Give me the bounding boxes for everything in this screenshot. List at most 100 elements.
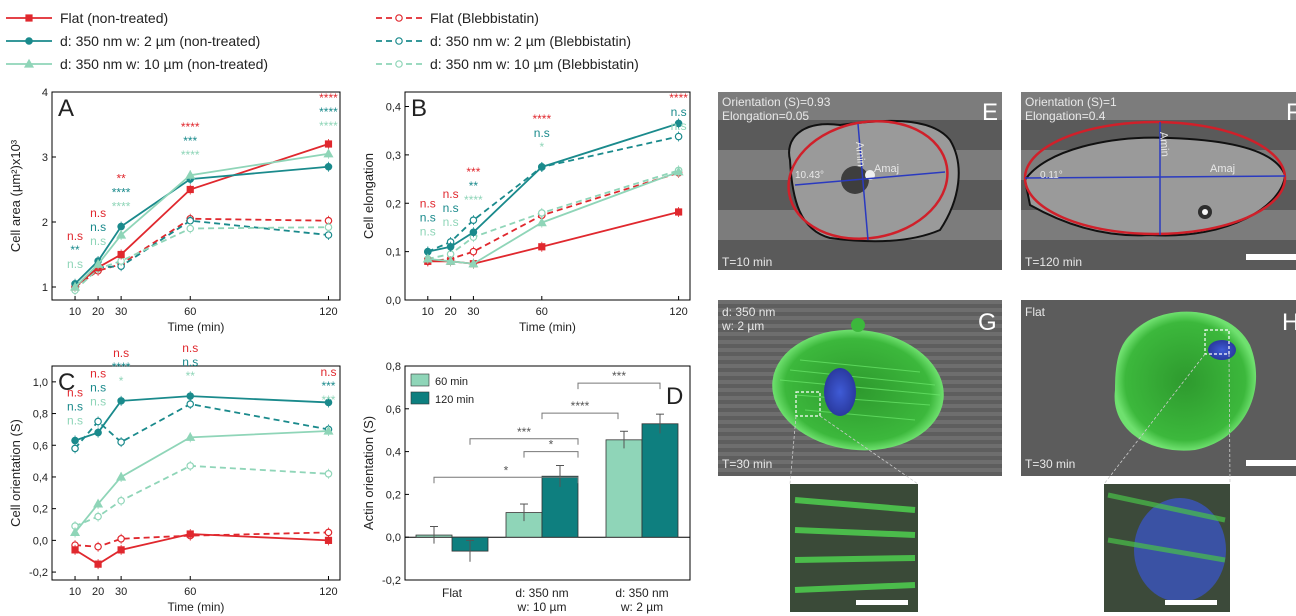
y-axis-label: Cell orientation (S): [8, 419, 23, 527]
panel-f-angle: 0.11°: [1040, 170, 1063, 181]
y-tick-label: 3: [42, 152, 48, 164]
panel-b-chart: 0,0 0,1 0,2 0,3 0,4 10 20 30 60 120 Time (min) Cell…: [361, 91, 691, 334]
y-tick-label: 0,4: [33, 472, 48, 484]
significance-label: **: [186, 369, 196, 383]
series-line: [74, 531, 329, 548]
y-tick-label: 0,0: [33, 535, 48, 547]
data-point: [323, 425, 334, 435]
data-point: [94, 560, 102, 568]
data-point: [94, 542, 102, 551]
y-tick-label: 4: [42, 87, 48, 99]
y-tick-label: 2: [42, 217, 48, 229]
data-point: [185, 169, 196, 179]
plot-frame: [404, 91, 691, 301]
data-point: [674, 119, 683, 128]
significance-label: n.s: [671, 119, 687, 133]
significance-label: ****: [181, 148, 200, 162]
data-point: [324, 162, 333, 171]
data-point: [117, 534, 125, 543]
legend-swatch: [410, 373, 430, 387]
significance-label: *: [539, 140, 544, 154]
panel-letter: A: [58, 95, 74, 122]
series-line: [74, 219, 329, 288]
bar: [605, 439, 643, 538]
panel-e-micrograph: Orientation (S)=0.93 Elongation=0.05 T=1…: [718, 92, 1002, 270]
plot-frame: [404, 365, 691, 581]
data-point: [116, 229, 127, 239]
data-point: [71, 436, 79, 445]
data-point: [117, 438, 125, 446]
significance-label: ***: [612, 369, 626, 383]
y-tick-label: -0,2: [29, 567, 48, 579]
panel-f-letter: F: [1286, 99, 1296, 126]
significance-label: n.s: [90, 380, 106, 394]
significance-label: ****: [319, 119, 338, 133]
y-tick-label: 0,4: [386, 447, 401, 459]
data-point: [446, 242, 455, 251]
panel-h-inset: [1104, 484, 1230, 612]
significance-label: *: [549, 438, 554, 452]
panel-e-orientation: Orientation (S)=0.93: [722, 95, 831, 109]
data-point: [117, 546, 125, 554]
series-line: [74, 464, 329, 527]
x-tick-label: 10: [422, 306, 434, 318]
legend-label: 120 min: [435, 394, 474, 406]
y-tick-label: -0,2: [382, 575, 401, 587]
significance-label: n.s: [443, 187, 459, 201]
significance-label: n.s: [443, 201, 459, 215]
legend-label: d: 350 nm w: 10 µm (non-treated): [60, 56, 268, 72]
y-tick-label: 0,3: [386, 150, 401, 162]
x-tick-label: 30: [115, 586, 127, 598]
data-point: [422, 253, 433, 263]
panel-e-elongation: Elongation=0.05: [722, 109, 809, 123]
panel-letter: D: [666, 383, 683, 410]
panel-g-micrograph: d: 350 nm w: 2 µm T=30 min G: [718, 300, 1002, 485]
significance-label: n.s: [90, 234, 106, 248]
significance-label: ****: [571, 399, 590, 413]
panel-e-amin: Amin: [853, 141, 867, 167]
x-tick-label: 60: [184, 586, 196, 598]
panel-h-label: Flat: [1025, 305, 1046, 319]
data-point: [93, 259, 104, 268]
data-point: [94, 428, 102, 437]
significance-label: ***: [321, 393, 335, 407]
data-point: [117, 496, 125, 505]
panel-f-amaj: Amaj: [1210, 163, 1235, 175]
x-tick-label: 30: [115, 306, 127, 318]
category-label: w: 2 µm: [620, 600, 663, 614]
legend-label: Flat (non-treated): [60, 10, 168, 26]
significance-label: ****: [532, 112, 551, 126]
panel-d-chart: -0,2 0,0 0,2 0,4 0,6 0,8 Actin orientation (S)…: [361, 361, 691, 614]
plot-frame: [51, 91, 341, 301]
significance-bracket: [577, 382, 661, 390]
legend-marker: [395, 14, 403, 22]
panel-g-time: T=30 min: [722, 457, 772, 471]
data-point: [186, 392, 195, 400]
data-point: [469, 228, 478, 237]
legend-marker: [25, 14, 33, 22]
y-tick-label: 0,0: [386, 532, 401, 544]
y-tick-label: 1,0: [33, 377, 48, 389]
data-point: [537, 163, 546, 171]
data-point: [674, 208, 683, 216]
data-point: [324, 140, 333, 148]
significance-bracket: [433, 476, 579, 484]
significance-label: ***: [183, 134, 197, 148]
significance-label: **: [116, 172, 126, 186]
significance-label: n.s: [67, 257, 83, 271]
data-point: [324, 528, 333, 537]
data-point: [117, 250, 125, 259]
data-point: [469, 247, 478, 256]
series-line: [427, 169, 679, 260]
x-tick-label: 20: [92, 306, 104, 318]
y-axis-label: Actin orientation (S): [361, 416, 376, 530]
y-tick-label: 0,6: [33, 440, 48, 452]
data-point: [70, 527, 81, 537]
panel-h-scale-bar: [1246, 460, 1296, 466]
legend: Flat (non-treated) d: 350 nm w: 2 µm (non…: [6, 10, 639, 72]
data-point: [186, 400, 195, 408]
y-tick-label: 0,4: [386, 102, 401, 114]
significance-label: n.s: [534, 126, 550, 140]
significance-label: n.s: [671, 105, 687, 119]
